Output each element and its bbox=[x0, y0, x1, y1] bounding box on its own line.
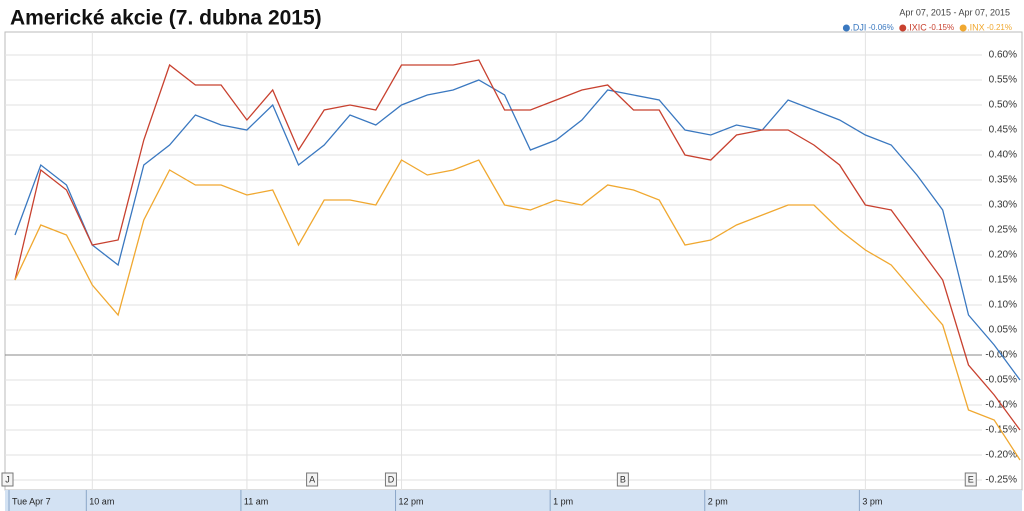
y-tick-label: -0.25% bbox=[985, 475, 1017, 486]
y-tick-label: 0.15% bbox=[989, 275, 1017, 286]
x-tick-label: 1 pm bbox=[553, 496, 573, 506]
annotation-label: E bbox=[968, 474, 974, 484]
y-tick-label: 0.40% bbox=[989, 150, 1017, 161]
y-tick-label: 0.60% bbox=[989, 50, 1017, 61]
annotation-flag bbox=[306, 472, 319, 487]
legend-dot bbox=[899, 24, 907, 32]
y-tick-label: 0.05% bbox=[989, 325, 1017, 336]
series-line bbox=[14, 159, 1021, 461]
x-tick-label: Tue Apr 7 bbox=[12, 496, 51, 506]
y-tick-label: 0.55% bbox=[989, 75, 1017, 86]
annotation-flag bbox=[1, 472, 14, 487]
y-tick-label: 0.25% bbox=[989, 225, 1017, 236]
x-tick-label: 10 am bbox=[89, 496, 114, 506]
annotation-label: D bbox=[388, 474, 395, 484]
x-tick-label: 12 pm bbox=[399, 496, 424, 506]
y-tick-label: 0.50% bbox=[989, 100, 1017, 111]
x-tick-label: 3 pm bbox=[862, 496, 882, 506]
legend-dot bbox=[959, 24, 967, 32]
x-tick-label: 2 pm bbox=[708, 496, 728, 506]
annotation-flag bbox=[384, 472, 397, 487]
y-tick-label: -0.05% bbox=[985, 375, 1017, 386]
y-tick-label: 0.35% bbox=[989, 175, 1017, 186]
chart-title: Americké akcie (7. dubna 2015) bbox=[10, 7, 322, 30]
date-range: Apr 07, 2015 - Apr 07, 2015 bbox=[899, 7, 1010, 17]
y-tick-label: 0.30% bbox=[989, 200, 1017, 211]
y-tick-label: 0.45% bbox=[989, 125, 1017, 136]
x-tick-label: 11 am bbox=[244, 496, 268, 506]
y-tick-label: -0.20% bbox=[985, 450, 1017, 461]
y-tick-label: 0.20% bbox=[989, 250, 1017, 261]
annotation-label: A bbox=[309, 474, 315, 484]
legend-change: -0.15% bbox=[929, 23, 954, 32]
legend-name: .INX bbox=[967, 22, 985, 32]
legend-change: -0.06% bbox=[868, 23, 893, 32]
series-line bbox=[14, 59, 1021, 431]
annotation-label: J bbox=[5, 474, 10, 484]
annotation-flag bbox=[964, 472, 977, 487]
annotation-flag bbox=[616, 472, 629, 487]
y-tick-label: 0.10% bbox=[989, 300, 1017, 311]
legend-dot bbox=[842, 24, 850, 32]
legend-name: .DJI bbox=[850, 22, 866, 32]
legend-change: -0.21% bbox=[987, 23, 1012, 32]
time-axis-band bbox=[5, 490, 1022, 511]
annotation-label: B bbox=[620, 474, 626, 484]
series-line bbox=[14, 79, 1021, 381]
legend-name: .IXIC bbox=[907, 22, 928, 32]
